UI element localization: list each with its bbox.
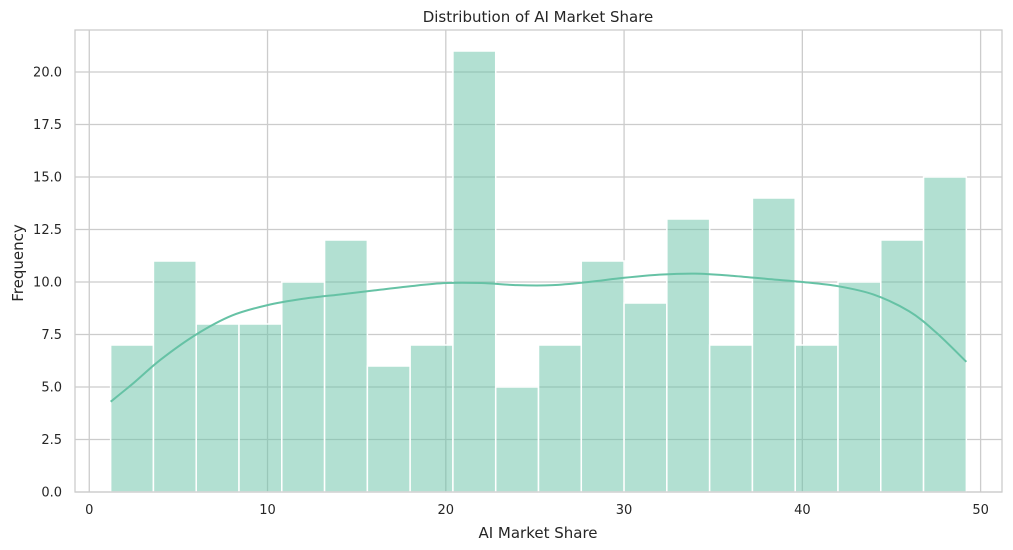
- y-tick-label: 17.5: [33, 118, 62, 133]
- histogram-bar: [751, 197, 796, 493]
- chart-title: Distribution of AI Market Share: [423, 8, 654, 26]
- kde-curve-group: [110, 272, 968, 403]
- histogram-bar: [152, 260, 197, 493]
- histogram-bar: [837, 281, 882, 493]
- histogram-bar: [794, 344, 839, 493]
- tick-labels: 0 10 20 30 40 50 0.0 2.5 5.0 7.5 10.0 12.5 15.0 17.5 2…: [33, 66, 989, 519]
- histogram-bars: [109, 50, 968, 493]
- kde-line: [110, 272, 968, 403]
- histogram-bar: [409, 344, 454, 493]
- y-tick-label: 7.5: [41, 328, 62, 343]
- y-tick-label: 0.0: [41, 486, 62, 501]
- histogram-bar: [238, 323, 283, 493]
- y-tick-label: 10.0: [33, 276, 62, 291]
- histogram-bar: [109, 344, 155, 493]
- histogram-bar: [922, 176, 968, 493]
- x-tick-label: 50: [972, 503, 989, 518]
- histogram-bar: [452, 50, 497, 493]
- x-tick-label: 10: [259, 503, 276, 518]
- histogram-bar: [708, 344, 754, 493]
- y-tick-label: 12.5: [33, 223, 62, 238]
- histogram-bar: [281, 281, 326, 493]
- histogram-bar: [366, 365, 411, 493]
- y-tick-label: 2.5: [41, 433, 62, 448]
- x-tick-label: 0: [85, 503, 93, 518]
- histogram-bar: [880, 239, 925, 493]
- y-tick-label: 20.0: [33, 66, 62, 81]
- x-tick-label: 40: [794, 503, 811, 518]
- y-tick-label: 15.0: [33, 171, 62, 186]
- plot-border: [74, 29, 1003, 493]
- x-tick-label: 30: [616, 503, 633, 518]
- x-axis-title: AI Market Share: [478, 524, 597, 542]
- plot-frame: [74, 29, 1003, 493]
- histogram-bar: [494, 386, 540, 493]
- histogram-bar: [666, 218, 711, 493]
- histogram-bar: [580, 260, 625, 493]
- histogram-bar: [537, 344, 583, 493]
- histogram-bar: [323, 239, 369, 493]
- y-tick-label: 5.0: [41, 381, 62, 396]
- histogram-bar: [195, 323, 240, 493]
- histogram-bar: [623, 302, 668, 493]
- y-axis-title: Frequency: [9, 224, 27, 302]
- x-tick-label: 20: [438, 503, 455, 518]
